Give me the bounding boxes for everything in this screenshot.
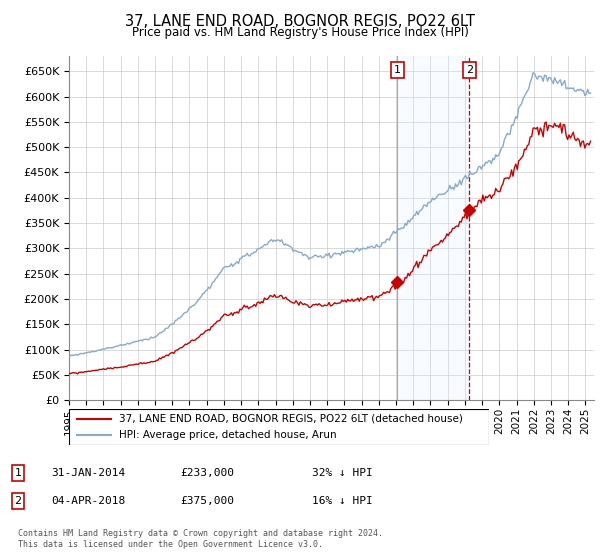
Text: £233,000: £233,000 (180, 468, 234, 478)
Bar (397, 56, 469, 400)
Text: 1: 1 (394, 65, 401, 75)
Text: 37, LANE END ROAD, BOGNOR REGIS, PO22 6LT (detached house): 37, LANE END ROAD, BOGNOR REGIS, PO22 6L… (119, 414, 463, 424)
Text: Contains HM Land Registry data © Crown copyright and database right 2024.
This d: Contains HM Land Registry data © Crown c… (18, 529, 383, 549)
Text: 2: 2 (466, 65, 473, 75)
Text: HPI: Average price, detached house, Arun: HPI: Average price, detached house, Arun (119, 430, 337, 440)
Text: 31-JAN-2014: 31-JAN-2014 (51, 468, 125, 478)
Text: 1: 1 (14, 468, 22, 478)
Text: 16% ↓ HPI: 16% ↓ HPI (312, 496, 373, 506)
FancyBboxPatch shape (69, 409, 489, 445)
Text: 04-APR-2018: 04-APR-2018 (51, 496, 125, 506)
Text: £375,000: £375,000 (180, 496, 234, 506)
Text: 37, LANE END ROAD, BOGNOR REGIS, PO22 6LT: 37, LANE END ROAD, BOGNOR REGIS, PO22 6L… (125, 14, 475, 29)
Text: 2: 2 (14, 496, 22, 506)
Text: 32% ↓ HPI: 32% ↓ HPI (312, 468, 373, 478)
Text: Price paid vs. HM Land Registry's House Price Index (HPI): Price paid vs. HM Land Registry's House … (131, 26, 469, 39)
